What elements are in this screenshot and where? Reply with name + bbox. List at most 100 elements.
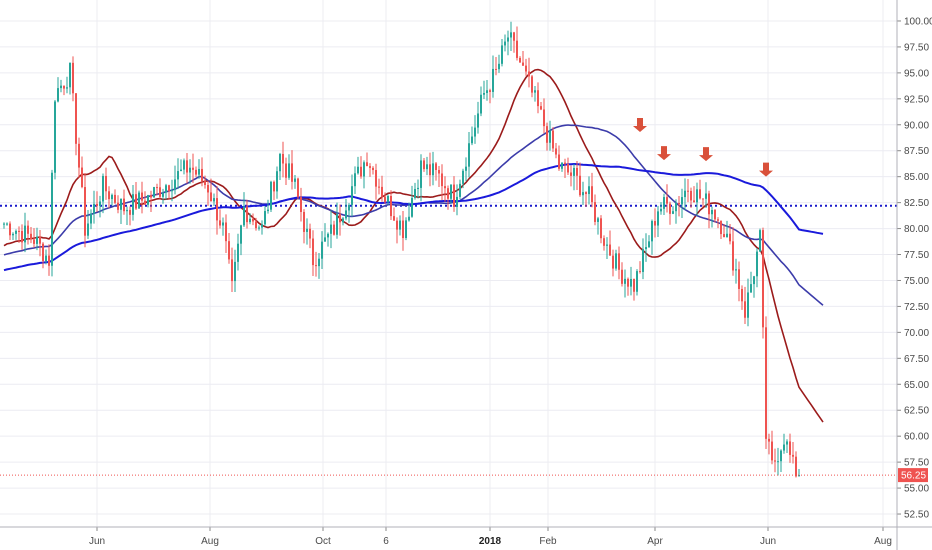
- candle-body: [219, 220, 221, 226]
- candle-body: [318, 258, 320, 267]
- candle-body: [84, 187, 86, 236]
- candle-body: [372, 167, 374, 171]
- x-tick-label: Jun: [760, 536, 776, 547]
- candle-body: [354, 173, 356, 187]
- candle-body: [306, 228, 308, 232]
- candle-body: [585, 192, 587, 195]
- candle-body: [666, 197, 668, 204]
- candle-body: [525, 65, 527, 72]
- y-tick-label: 100.00: [904, 16, 932, 27]
- candle-body: [471, 136, 473, 144]
- candle-body: [726, 233, 728, 238]
- candle-body: [681, 197, 683, 205]
- candle-body: [654, 221, 656, 226]
- candle-body: [54, 101, 56, 173]
- candle-body: [240, 225, 242, 244]
- candle-body: [204, 181, 206, 185]
- candle-body: [753, 276, 755, 285]
- candle-body: [441, 173, 443, 187]
- candle-body: [696, 189, 698, 203]
- candle-body: [549, 130, 551, 143]
- candle-body: [780, 450, 782, 462]
- candle-body: [75, 93, 77, 144]
- candle-body: [315, 265, 317, 267]
- candle-body: [225, 222, 227, 242]
- candle-body: [381, 186, 383, 197]
- candle-body: [339, 214, 341, 223]
- candle-body: [468, 143, 470, 167]
- candle-body: [552, 130, 554, 149]
- candle-body: [123, 198, 125, 212]
- candle-body: [3, 223, 5, 225]
- candle-body: [774, 460, 776, 462]
- candle-body: [21, 231, 23, 243]
- candle-body: [414, 189, 416, 198]
- y-tick-label: 75.00: [904, 276, 929, 287]
- candle-body: [288, 163, 290, 178]
- candle-body: [675, 202, 677, 212]
- candle-body: [366, 162, 368, 167]
- moving-averages: [3, 68, 824, 423]
- candle-body: [423, 160, 425, 170]
- candle-body: [147, 195, 149, 205]
- candle-body: [657, 211, 659, 226]
- candle-body: [735, 269, 737, 271]
- candle-body: [39, 236, 41, 244]
- candle-body: [459, 183, 461, 197]
- candle-body: [309, 228, 311, 239]
- candle-body: [621, 269, 623, 284]
- candle-body: [690, 190, 692, 201]
- candle-body: [765, 327, 767, 439]
- candle-body: [291, 163, 293, 182]
- candle-body: [60, 85, 62, 89]
- candle-body: [762, 230, 764, 328]
- candle-body: [618, 253, 620, 270]
- candle-body: [501, 45, 503, 64]
- candle-body: [477, 113, 479, 128]
- candle-body: [237, 243, 239, 262]
- candle-body: [42, 243, 44, 262]
- candle-body: [72, 62, 74, 94]
- candle-body: [231, 259, 233, 282]
- candle-body: [480, 94, 482, 114]
- candle-body: [249, 218, 251, 223]
- candle-body: [264, 211, 266, 225]
- candle-body: [252, 218, 254, 222]
- candle-body: [702, 198, 704, 200]
- candle-body: [417, 187, 419, 190]
- candle-body: [750, 284, 752, 293]
- candle-body: [660, 208, 662, 212]
- candle-body: [297, 178, 299, 198]
- candle-body: [153, 187, 155, 198]
- candle-body: [57, 88, 59, 102]
- candle-body: [594, 202, 596, 222]
- y-tick-label: 87.50: [904, 146, 929, 157]
- candle-body: [576, 167, 578, 176]
- candle-body: [723, 234, 725, 238]
- x-tick-label: Apr: [647, 536, 663, 547]
- down-arrow-annotation: [699, 147, 713, 162]
- candle-body: [474, 127, 476, 137]
- candle-body: [285, 163, 287, 178]
- candle-body: [183, 160, 185, 170]
- y-tick-label: 82.50: [904, 198, 929, 209]
- candle-body: [456, 196, 458, 207]
- candle-body: [9, 223, 11, 236]
- candle-body: [162, 192, 164, 197]
- candle-body: [300, 197, 302, 212]
- current-price-label: 56.25: [901, 471, 926, 482]
- y-tick-label: 77.50: [904, 250, 929, 261]
- candle-body: [324, 237, 326, 242]
- candle-body: [555, 148, 557, 155]
- candle-body: [105, 175, 107, 192]
- candle-body: [150, 195, 152, 198]
- y-tick-label: 80.00: [904, 224, 929, 235]
- y-tick-label: 97.50: [904, 42, 929, 53]
- candle-body: [648, 241, 650, 248]
- candle-body: [543, 109, 545, 127]
- candle-body: [189, 167, 191, 173]
- candle-body: [699, 189, 701, 199]
- candle-body: [651, 221, 653, 242]
- candle-body: [756, 251, 758, 277]
- candle-body: [612, 255, 614, 269]
